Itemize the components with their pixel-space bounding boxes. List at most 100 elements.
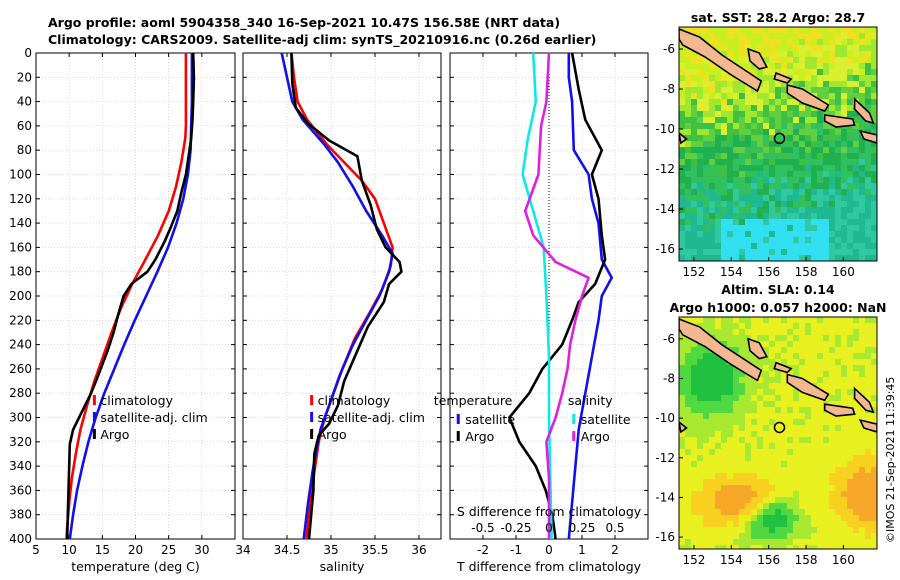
- legend-title-temperature: temperature: [434, 393, 513, 408]
- island: [858, 418, 877, 433]
- s-tick-label: -0.25: [500, 521, 531, 535]
- y-tick-label: 60: [17, 119, 32, 133]
- y-tick-label: 20: [17, 70, 32, 84]
- x-tick-label: 154: [720, 553, 743, 567]
- sla-map-title-line2: Argo h1000: 0.057 h2000: NaN: [669, 300, 886, 315]
- y-tick-label: 160: [9, 240, 32, 254]
- figure-title-line2: Climatology: CARS2009. Satellite-adj cli…: [48, 32, 597, 47]
- x-tick-label: 160: [832, 265, 855, 279]
- s-argo-line: [523, 52, 590, 539]
- t-satellite-line: [567, 53, 614, 540]
- s-tick-label: -0.5: [471, 521, 494, 535]
- satellite-clim-line: [68, 53, 194, 540]
- x-tick-label: 25: [161, 543, 176, 557]
- x-tick-label: 5: [32, 543, 40, 557]
- argo-line: [290, 52, 403, 540]
- legend-label: climatology: [100, 393, 173, 408]
- legend-label: Argo: [465, 429, 494, 444]
- argo-position-marker: [773, 421, 786, 434]
- legend-label: Argo: [581, 429, 610, 444]
- legend-label: satellite-adj. clim: [318, 410, 425, 425]
- x-tick-label: 20: [128, 543, 143, 557]
- island: [747, 337, 768, 360]
- x-tick-label: 158: [795, 265, 818, 279]
- y-tick-label: -14: [655, 202, 675, 216]
- y-tick-label: 240: [9, 338, 32, 352]
- legend-label: satellite: [581, 412, 631, 427]
- y-tick-label: -6: [663, 42, 675, 56]
- y-tick-label: -14: [655, 490, 675, 504]
- y-tick-label: -8: [663, 371, 675, 385]
- island: [823, 114, 856, 128]
- island: [853, 386, 875, 414]
- sla-map-title-line1: Altim. SLA: 0.14: [721, 282, 835, 297]
- y-tick-label: 220: [9, 313, 32, 327]
- y-tick-label: -10: [655, 122, 675, 136]
- x-tick-label: 154: [720, 265, 743, 279]
- y-tick-label: 400: [9, 532, 32, 546]
- x-tick-label: 2: [611, 543, 619, 557]
- figure-title-line1: Argo profile: aoml 5904358_340 16-Sep-20…: [48, 15, 561, 30]
- legend-label: Argo: [318, 427, 347, 442]
- y-tick-label: 260: [9, 362, 32, 376]
- y-tick-label: -6: [663, 332, 675, 346]
- island: [747, 47, 768, 70]
- x-tick-label: 152: [682, 265, 705, 279]
- y-tick-label: 300: [9, 411, 32, 425]
- x-tick-label: 34.5: [274, 543, 301, 557]
- climatology-line: [65, 53, 188, 540]
- sst_map-field: [679, 27, 877, 261]
- legend-label: Argo: [100, 427, 129, 442]
- map-frame: [678, 26, 878, 262]
- y-tick-label: 380: [9, 508, 32, 522]
- argo-position-marker: [773, 132, 786, 145]
- sla_map-field: [679, 317, 877, 549]
- sla_map-panel: [678, 316, 878, 550]
- legend-label: satellite-adj. clim: [100, 410, 207, 425]
- y-tick-label: 120: [9, 192, 32, 206]
- y-tick-label: 0: [24, 46, 32, 60]
- y-tick-label: 340: [9, 459, 32, 473]
- x-tick-label: -2: [477, 543, 489, 557]
- x-tick-label: -1: [510, 543, 522, 557]
- island: [786, 83, 830, 112]
- x-tick-label: 10: [62, 543, 77, 557]
- sst-map-title: sat. SST: 28.2 Argo: 28.7: [691, 10, 865, 25]
- x-axis-label: temperature (deg C): [71, 559, 200, 574]
- salinity-panel: [242, 52, 442, 540]
- x-tick-label: 160: [832, 553, 855, 567]
- x-tick-label: 35.5: [362, 543, 389, 557]
- temperature-panel: [35, 52, 236, 540]
- argo-line: [65, 52, 196, 540]
- island: [679, 421, 688, 434]
- difference-panel: [449, 52, 649, 540]
- y-tick-label: -10: [655, 411, 675, 425]
- island: [679, 28, 763, 93]
- y-tick-label: 40: [17, 95, 32, 109]
- sst_map-panel: [678, 26, 878, 262]
- island: [858, 129, 877, 144]
- y-tick-label: -16: [655, 242, 675, 256]
- island: [823, 403, 856, 417]
- y-tick-label: 360: [9, 483, 32, 497]
- imos-credit: ©IMOS 21-Sep-2021 11:39:45: [884, 376, 897, 543]
- x-tick-label: 1: [578, 543, 586, 557]
- s-axis-label: S difference from climatology: [457, 504, 642, 519]
- y-tick-label: 320: [9, 435, 32, 449]
- s-tick-label: 0.25: [569, 521, 596, 535]
- x-tick-label: 15: [95, 543, 110, 557]
- island: [853, 97, 875, 125]
- y-tick-label: 140: [9, 216, 32, 230]
- legend-title-salinity: salinity: [568, 393, 613, 408]
- x-tick-label: 36: [411, 543, 426, 557]
- x-tick-label: 158: [795, 553, 818, 567]
- x-tick-label: 34: [235, 543, 250, 557]
- y-tick-label: 180: [9, 265, 32, 279]
- x-tick-label: 156: [757, 553, 780, 567]
- island: [679, 131, 688, 145]
- island: [786, 373, 830, 402]
- s-tick-label: 0: [545, 521, 553, 535]
- island: [679, 318, 763, 382]
- x-tick-label: 35: [323, 543, 338, 557]
